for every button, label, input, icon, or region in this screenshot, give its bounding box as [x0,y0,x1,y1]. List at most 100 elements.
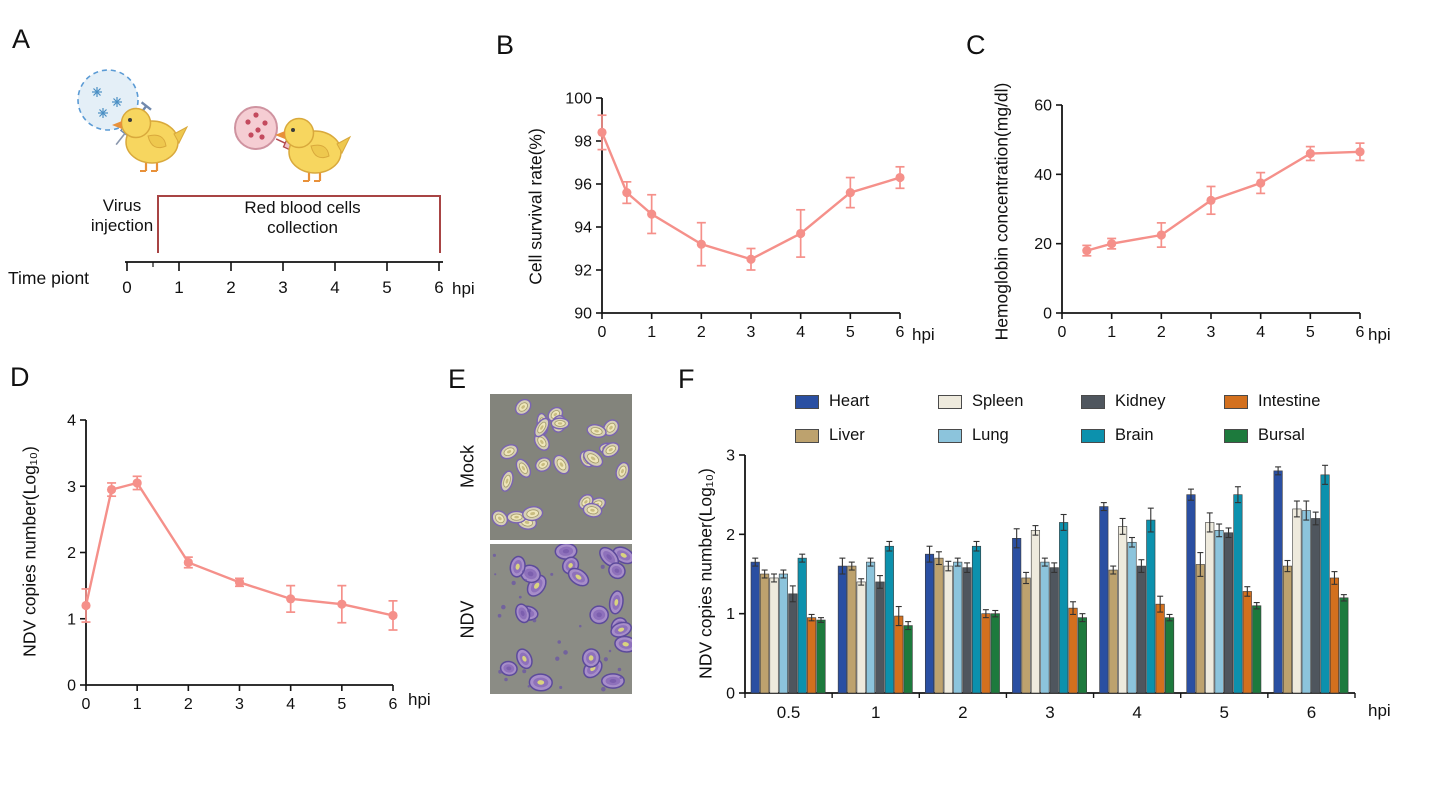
chart-b-canvas: 90 92 94 96 98 100 0 1 2 3 4 5 6 [565,91,905,341]
legend-swatch [795,428,819,443]
svg-text:0: 0 [1058,324,1067,341]
ndv-row-label: NDV [457,600,478,639]
legend-label: Heart [829,392,870,410]
panel-d-label: D [10,362,30,392]
svg-text:0: 0 [1043,306,1052,323]
svg-text:4: 4 [286,696,295,713]
legend-item-bursal: Bursal [1224,426,1305,445]
svg-text:96: 96 [574,177,592,194]
svg-text:90: 90 [574,306,592,323]
svg-text:2: 2 [67,545,76,562]
chart-d-canvas: 0 1 2 3 4 0 1 2 3 4 5 6 [67,413,398,713]
legend-swatch [1224,428,1248,443]
petri-dish-icon [234,106,278,150]
svg-text:3: 3 [1045,703,1054,722]
svg-text:92: 92 [574,263,592,280]
svg-text:1: 1 [67,611,76,628]
svg-text:0: 0 [67,678,76,695]
rbc-collection-label: Red blood cells collection [244,198,361,237]
chart-d-y-axis-label: NDV copies number(Log₁₀) [19,446,40,657]
svg-text:3: 3 [67,479,76,496]
svg-text:4: 4 [1256,324,1265,341]
svg-text:3: 3 [726,448,735,465]
svg-text:5: 5 [337,696,346,713]
svg-text:6: 6 [389,696,398,713]
svg-text:60: 60 [1034,98,1052,115]
legend-swatch [938,428,962,443]
legend-label: Bursal [1258,426,1305,444]
legend-label: Brain [1115,426,1154,444]
legend-swatch [795,394,819,409]
timeline-tick-4: 4 [330,278,340,297]
chart-ndv-copies-bars: 0 1 2 3 0.5 1 2 3 4 5 6 [700,440,1380,743]
svg-text:4: 4 [796,324,805,341]
svg-text:0: 0 [726,686,735,703]
svg-text:40: 40 [1034,167,1052,184]
svg-text:2: 2 [958,703,967,722]
svg-text:4: 4 [67,413,76,430]
chart-c-hpi-label: hpi [1368,325,1391,344]
svg-text:2: 2 [184,696,193,713]
legend-item-intestine: Intestine [1224,392,1320,411]
svg-text:6: 6 [1356,324,1365,341]
svg-text:3: 3 [747,324,756,341]
legend-label: Liver [829,426,865,444]
chart-cell-survival: 90 92 94 96 98 100 0 1 2 3 4 5 6 [560,80,930,360]
legend-label: Lung [972,426,1009,444]
svg-text:100: 100 [565,91,592,108]
panel-b-label: B [496,30,515,60]
svg-text:0: 0 [598,324,607,341]
timeline-axis [125,261,443,271]
chart-b-hpi-label: hpi [912,325,935,344]
svg-text:6: 6 [1307,703,1316,722]
svg-text:2: 2 [697,324,706,341]
mock-micrograph [490,394,632,545]
svg-text:1: 1 [871,703,880,722]
legend-swatch [1081,394,1105,409]
svg-text:5: 5 [1306,324,1315,341]
legend-item-spleen: Spleen [938,392,1023,411]
timeline-tick-2: 2 [226,278,236,297]
svg-text:1: 1 [1107,324,1116,341]
legend-swatch [1081,428,1105,443]
chick-icon [110,107,189,173]
legend-swatch [1224,394,1248,409]
chart-f-hpi-label: hpi [1368,701,1391,720]
chart-f-canvas: 0 1 2 3 0.5 1 2 3 4 5 6 [726,448,1356,722]
chart-b-y-axis-label: Cell survival rate(%) [525,128,546,285]
legend-swatch [938,394,962,409]
svg-text:0: 0 [82,696,91,713]
panel-a-hpi-label: hpi [452,279,475,298]
svg-text:2: 2 [726,527,735,544]
legend-item-brain: Brain [1081,426,1154,445]
chart-c-canvas: 0 20 40 60 0 1 2 3 4 5 6 [1034,98,1365,341]
svg-text:3: 3 [1207,324,1216,341]
panel-c-label: C [966,30,986,60]
timeline-tick-6: 6 [434,278,444,297]
legend-label: Kidney [1115,392,1166,410]
panel-f-label: F [678,364,695,394]
panel-a-label: A [12,24,31,54]
legend-item-liver: Liver [795,426,865,445]
svg-text:20: 20 [1034,236,1052,253]
chart-c-y-axis-label: Hemoglobin concentration(mg/dl) [991,82,1012,341]
svg-text:94: 94 [574,220,592,237]
svg-text:1: 1 [133,696,142,713]
svg-text:98: 98 [574,134,592,151]
timeline-tick-0: 0 [122,278,132,297]
timeline-tick-3: 3 [278,278,288,297]
legend-item-lung: Lung [938,426,1009,445]
experiment-schematic [77,69,443,271]
svg-text:6: 6 [896,324,905,341]
svg-text:4: 4 [1132,703,1141,722]
legend-item-heart: Heart [795,392,869,411]
timeline-tick-5: 5 [382,278,392,297]
timeline-tick-1: 1 [174,278,184,297]
virus-injection-label: Virus injection [90,196,154,235]
svg-text:2: 2 [1157,324,1166,341]
svg-text:5: 5 [846,324,855,341]
ndv-micrograph [490,544,632,699]
svg-text:0.5: 0.5 [777,703,801,722]
virus-icon [77,69,139,131]
time-point-label: Time piont [8,268,90,288]
